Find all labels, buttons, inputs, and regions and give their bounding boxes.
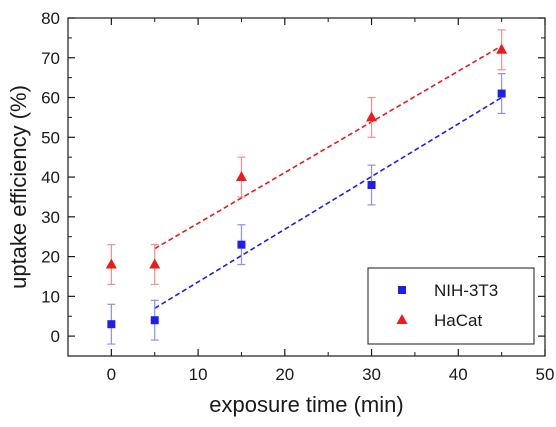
plot-frame (67, 17, 546, 357)
point-hacat (105, 258, 117, 269)
y-tick-label: 50 (41, 128, 60, 147)
tick-labels: 0 10 20 30 40 50 0 10 20 30 40 50 60 70 80 (41, 9, 554, 384)
x-tick-label: 20 (275, 365, 294, 384)
y-tick-label: 20 (41, 248, 60, 267)
legend-label-nih-3t3: NIH-3T3 (434, 281, 498, 300)
y-tick-label: 80 (41, 9, 60, 28)
legend-label-hacat: HaCat (434, 311, 482, 330)
y-tick-label: 70 (41, 49, 60, 68)
y-tick-label: 30 (41, 208, 60, 227)
legend-marker-hacat (396, 314, 408, 324)
point-hacat (496, 43, 508, 54)
data-points (105, 43, 508, 329)
x-tick-label: 10 (189, 365, 208, 384)
point-hacat (235, 171, 247, 182)
fit-line-nih-3t3 (154, 96, 503, 309)
point-hacat (149, 258, 161, 269)
point-nih-3t3 (107, 320, 116, 329)
legend-marker-nih-3t3 (398, 286, 406, 294)
x-tick-label: 0 (107, 365, 116, 384)
fit-lines (154, 45, 503, 309)
y-axis-title: uptake efficiency (%) (6, 85, 31, 289)
x-tick-label: 50 (536, 365, 555, 384)
x-tick-label: 30 (362, 365, 381, 384)
legend-markers (396, 286, 408, 324)
fit-line-hacat (154, 45, 503, 250)
x-axis-title: exposure time (min) (209, 392, 403, 417)
point-nih-3t3 (497, 89, 506, 98)
legend-box (367, 267, 535, 345)
y-tick-label: 60 (41, 89, 60, 108)
point-nih-3t3 (237, 240, 246, 249)
y-tick-label: 10 (41, 287, 60, 306)
point-nih-3t3 (150, 316, 159, 325)
legend: NIH-3T3 HaCat (367, 267, 535, 345)
x-tick-label: 40 (449, 365, 468, 384)
y-tick-label: 40 (41, 168, 60, 187)
point-hacat (366, 111, 378, 122)
y-tick-label: 0 (51, 327, 60, 346)
point-nih-3t3 (367, 181, 376, 190)
